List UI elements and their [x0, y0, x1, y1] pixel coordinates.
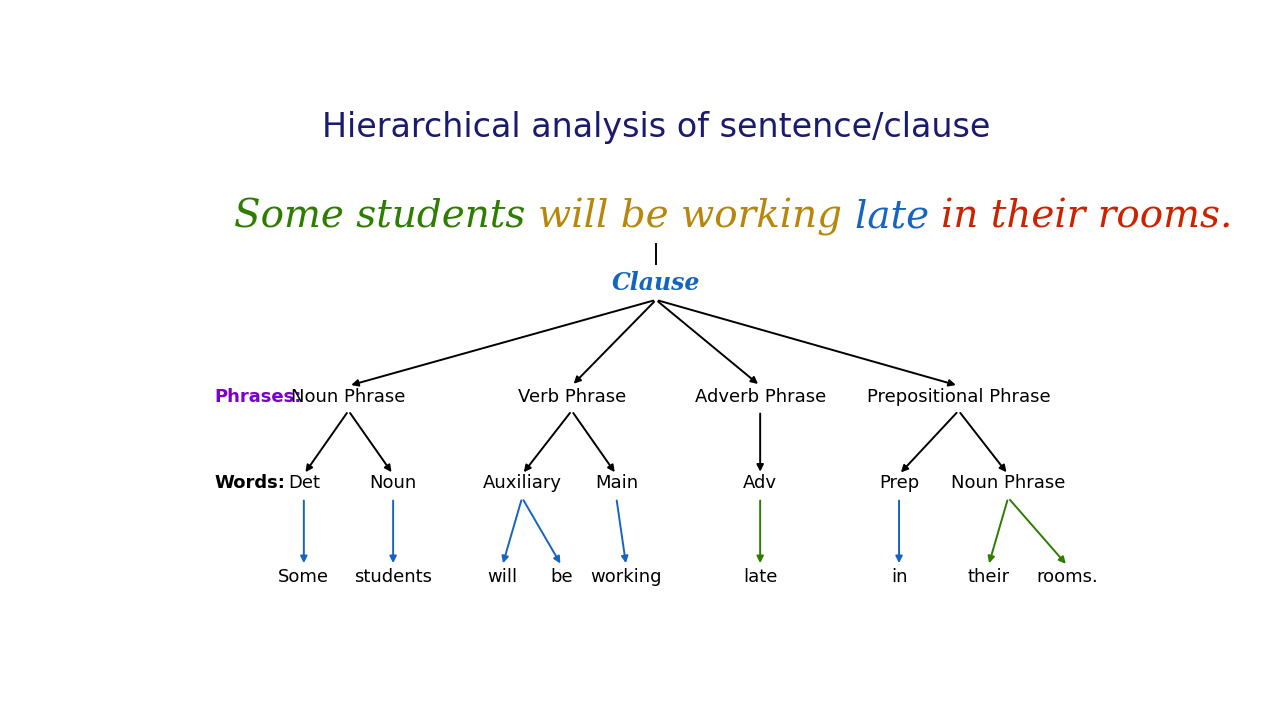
- Text: will: will: [488, 568, 517, 586]
- Text: Adverb Phrase: Adverb Phrase: [695, 388, 826, 406]
- Text: Noun Phrase: Noun Phrase: [292, 388, 406, 406]
- Text: Hierarchical analysis of sentence/clause: Hierarchical analysis of sentence/clause: [321, 112, 991, 145]
- Text: Prepositional Phrase: Prepositional Phrase: [867, 388, 1051, 406]
- Text: in: in: [891, 568, 908, 586]
- Text: Verb Phrase: Verb Phrase: [517, 388, 626, 406]
- Text: be: be: [550, 568, 573, 586]
- Text: Some: Some: [278, 568, 329, 586]
- Text: will be working: will be working: [538, 198, 855, 235]
- Text: students: students: [355, 568, 433, 586]
- Text: Main: Main: [595, 474, 637, 492]
- Text: Phrases:: Phrases:: [215, 388, 302, 406]
- Text: Adv: Adv: [744, 474, 777, 492]
- Text: Noun Phrase: Noun Phrase: [951, 474, 1065, 492]
- Text: late: late: [855, 198, 941, 235]
- Text: late: late: [742, 568, 777, 586]
- Text: Noun: Noun: [370, 474, 417, 492]
- Text: Auxiliary: Auxiliary: [483, 474, 562, 492]
- Text: Words:: Words:: [215, 474, 285, 492]
- Text: Prep: Prep: [879, 474, 919, 492]
- Text: working: working: [590, 568, 662, 586]
- Text: Some students: Some students: [234, 198, 538, 235]
- Text: rooms.: rooms.: [1037, 568, 1098, 586]
- Text: Det: Det: [288, 474, 320, 492]
- Text: in their rooms.: in their rooms.: [941, 198, 1233, 235]
- Text: Clause: Clause: [612, 271, 700, 295]
- Text: their: their: [968, 568, 1010, 586]
